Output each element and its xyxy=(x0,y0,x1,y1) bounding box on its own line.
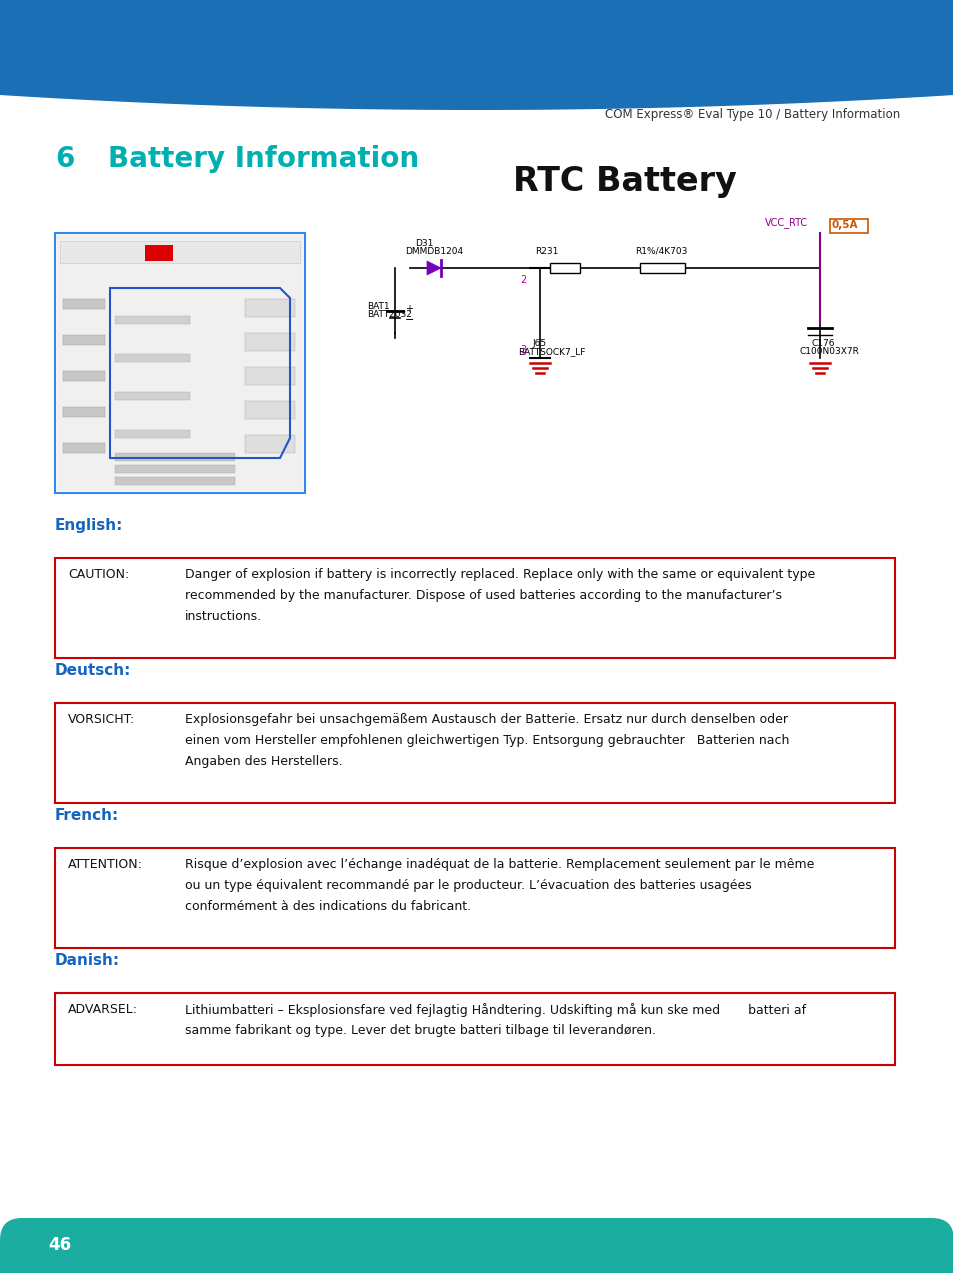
Bar xyxy=(115,316,190,325)
Bar xyxy=(55,558,894,658)
Polygon shape xyxy=(0,0,953,109)
Text: ATTENTION:: ATTENTION: xyxy=(68,858,143,871)
Text: C100N03X7R: C100N03X7R xyxy=(800,348,859,356)
Bar xyxy=(57,236,303,491)
Bar xyxy=(63,335,105,345)
Text: DMMDB1204: DMMDB1204 xyxy=(405,247,462,256)
Text: +: + xyxy=(405,304,413,314)
Text: VCC_RTC: VCC_RTC xyxy=(764,218,807,228)
Bar xyxy=(115,477,234,485)
Text: R231: R231 xyxy=(535,247,558,256)
Text: ADVARSEL:: ADVARSEL: xyxy=(68,1003,138,1016)
Text: einen vom Hersteller empfohlenen gleichwertigen Typ. Entsorgung gebrauchter   Ba: einen vom Hersteller empfohlenen gleichw… xyxy=(185,735,788,747)
Text: recommended by the manufacturer. Dispose of used batteries according to the manu: recommended by the manufacturer. Dispose… xyxy=(185,589,781,602)
Text: 46: 46 xyxy=(48,1236,71,1254)
Bar xyxy=(115,392,190,400)
Text: D31: D31 xyxy=(415,239,433,248)
Text: conformément à des indications du fabricant.: conformément à des indications du fabric… xyxy=(185,900,471,913)
Text: 6: 6 xyxy=(55,145,74,173)
Text: French:: French: xyxy=(55,808,119,824)
Bar xyxy=(55,993,894,1066)
Text: instructions.: instructions. xyxy=(185,610,262,622)
Bar xyxy=(115,430,190,438)
Text: Explosionsgefahr bei unsachgemäßem Austausch der Batterie. Ersatz nur durch dens: Explosionsgefahr bei unsachgemäßem Austa… xyxy=(185,713,787,726)
Text: Lithiumbatteri – Eksplosionsfare ved fejlagtig Håndtering. Udskifting må kun ske: Lithiumbatteri – Eksplosionsfare ved fej… xyxy=(185,1003,805,1017)
Text: Risque d’explosion avec l’échange inadéquat de la batterie. Remplacement seuleme: Risque d’explosion avec l’échange inadéq… xyxy=(185,858,814,871)
Text: Deutsch:: Deutsch: xyxy=(55,663,132,679)
Text: ou un type équivalent recommandé par le producteur. L’évacuation des batteries u: ou un type équivalent recommandé par le … xyxy=(185,878,751,892)
Bar xyxy=(55,233,305,493)
Bar xyxy=(55,848,894,948)
Bar xyxy=(115,453,234,461)
Bar xyxy=(145,244,172,261)
Bar xyxy=(245,435,294,453)
Text: BATTSOCK7_LF: BATTSOCK7_LF xyxy=(517,348,585,356)
Polygon shape xyxy=(427,261,440,275)
Text: 3: 3 xyxy=(519,345,525,355)
Bar xyxy=(63,407,105,418)
Bar xyxy=(63,299,105,309)
Bar xyxy=(639,264,684,272)
Text: BATT2032: BATT2032 xyxy=(367,311,412,320)
Bar xyxy=(63,443,105,453)
Text: samme fabrikant og type. Lever det brugte batteri tilbage til leverandøren.: samme fabrikant og type. Lever det brugt… xyxy=(185,1023,656,1037)
Bar xyxy=(115,354,190,362)
Bar xyxy=(0,1251,953,1273)
Bar xyxy=(245,299,294,317)
Text: VORSICHT:: VORSICHT: xyxy=(68,713,135,726)
Text: −: − xyxy=(405,314,414,325)
Bar xyxy=(115,465,234,474)
Text: J65: J65 xyxy=(532,339,545,348)
Text: RTC Battery: RTC Battery xyxy=(513,165,736,199)
Bar xyxy=(0,0,953,95)
Bar xyxy=(245,367,294,384)
Bar xyxy=(245,401,294,419)
Bar xyxy=(55,703,894,803)
Text: Danger of explosion if battery is incorrectly replaced. Replace only with the sa: Danger of explosion if battery is incorr… xyxy=(185,568,815,580)
Text: Angaben des Herstellers.: Angaben des Herstellers. xyxy=(185,755,342,768)
Text: 2: 2 xyxy=(519,275,526,285)
Text: COM Express® Eval Type 10 / Battery Information: COM Express® Eval Type 10 / Battery Info… xyxy=(604,108,899,121)
Text: R1%/4K703: R1%/4K703 xyxy=(635,247,687,256)
Text: English:: English: xyxy=(55,518,123,533)
Bar xyxy=(245,334,294,351)
Bar xyxy=(60,241,299,264)
Text: Battery Information: Battery Information xyxy=(108,145,418,173)
Text: CAUTION:: CAUTION: xyxy=(68,568,129,580)
Text: 0,5A: 0,5A xyxy=(831,220,858,230)
Text: BAT1: BAT1 xyxy=(367,302,389,311)
Text: C176: C176 xyxy=(811,339,835,348)
FancyBboxPatch shape xyxy=(0,1218,953,1273)
Bar xyxy=(550,264,579,272)
Bar xyxy=(829,219,867,233)
Text: Danish:: Danish: xyxy=(55,953,120,967)
Bar xyxy=(63,370,105,381)
